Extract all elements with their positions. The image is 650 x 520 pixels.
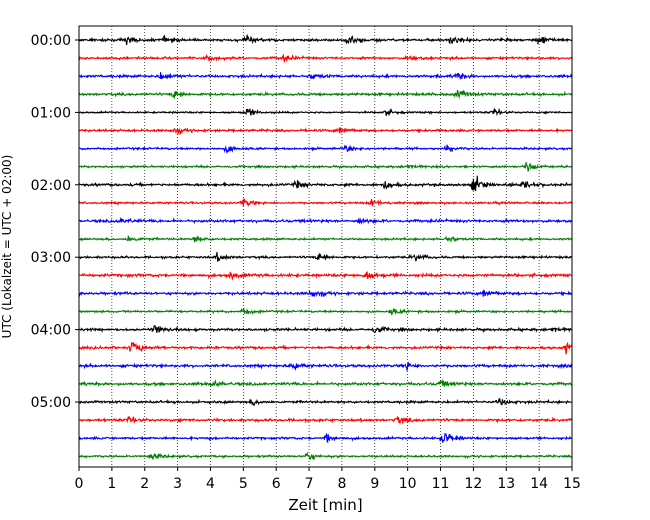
seismogram-trace	[78, 251, 573, 262]
seismogram-trace	[78, 307, 573, 316]
y-tick-label: 00:00	[31, 33, 71, 49]
x-tick-label: 1	[107, 476, 116, 492]
x-tick-label: 2	[140, 476, 149, 492]
seismogram-trace	[78, 198, 573, 207]
seismogram-trace	[78, 451, 573, 461]
seismogram-trace	[78, 415, 573, 426]
x-tick-label: 11	[432, 476, 450, 492]
x-tick-label: 12	[464, 476, 482, 492]
x-tick-label: 5	[239, 476, 248, 492]
x-tick-label: 13	[497, 476, 515, 492]
seismogram-trace	[78, 432, 573, 444]
seismogram-trace	[78, 34, 573, 46]
seismogram-trace	[78, 144, 573, 154]
y-tick-label: 01:00	[31, 105, 71, 121]
x-axis-label: Zeit [min]	[288, 496, 362, 514]
seismogram-traces	[78, 34, 573, 461]
seismogram-trace	[78, 271, 573, 281]
x-tick-label: 0	[75, 476, 84, 492]
x-tick-label: 14	[530, 476, 548, 492]
seismogram-trace	[78, 361, 573, 371]
seismogram-trace	[78, 175, 573, 192]
seismogram-trace	[78, 289, 573, 298]
seismogram-trace	[78, 53, 573, 64]
y-tick-label: 05:00	[31, 395, 71, 411]
seismogram-trace	[78, 89, 573, 99]
y-tick-label: 04:00	[31, 323, 71, 339]
seismogram-trace	[78, 216, 573, 225]
seismogram-trace	[78, 398, 573, 407]
seismogram-trace	[78, 126, 573, 135]
y-tick-label: 02:00	[31, 178, 71, 194]
y-axis-label: UTC (Lokalzeit = UTC + 02:00)	[0, 155, 14, 339]
x-tick-label: 9	[370, 476, 379, 492]
x-tick-label: 4	[206, 476, 215, 492]
plot-frame	[78, 25, 573, 468]
x-tick-label: 7	[305, 476, 314, 492]
seismogram-trace	[78, 162, 573, 172]
x-tick-label: 10	[399, 476, 417, 492]
x-tick-label: 15	[563, 476, 581, 492]
seismogram-trace	[78, 341, 573, 355]
y-axis-ticks: 00:00 01:00 02:00 03:00 04:00 05:00	[31, 33, 79, 411]
seismogram-trace	[78, 72, 573, 81]
x-axis-ticks: 0 1 2 3 4 5 6 7 8 9 10 11 12 13 14 15	[75, 467, 581, 492]
seismogram-trace	[78, 325, 573, 334]
y-tick-label: 03:00	[31, 250, 71, 266]
x-tick-label: 3	[173, 476, 182, 492]
seismogram-trace	[78, 235, 573, 243]
x-tick-label: 6	[272, 476, 281, 492]
x-tick-label: 8	[337, 476, 346, 492]
seismogram-trace	[78, 107, 573, 117]
seismogram-trace	[78, 378, 573, 388]
